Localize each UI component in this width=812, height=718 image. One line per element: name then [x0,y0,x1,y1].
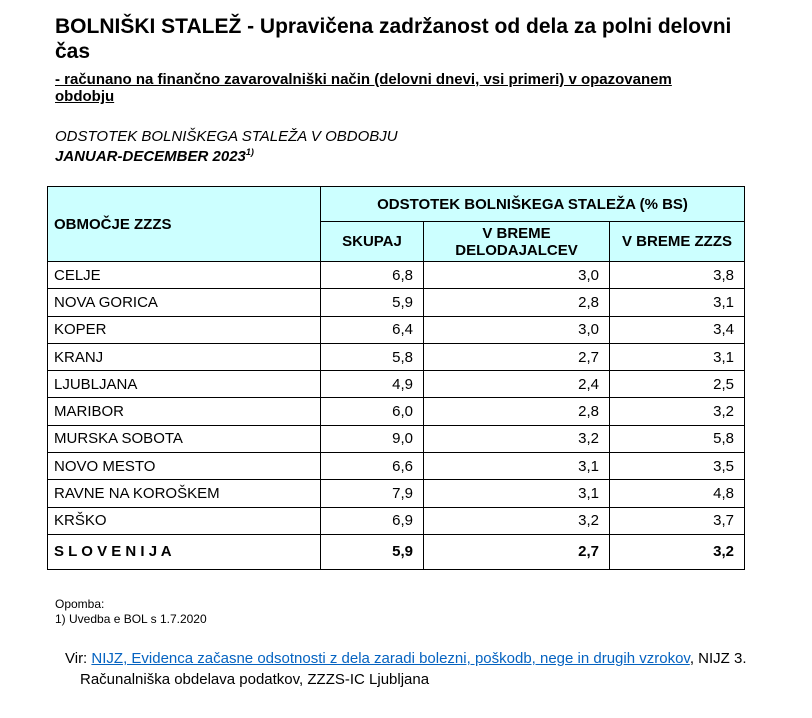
table-row: NOVO MESTO 6,6 3,1 3,5 [47,452,745,481]
caption-period: JANUAR-DECEMBER 20231) [55,147,254,165]
value-cell: 3,8 [609,260,745,290]
region-cell: NOVA GORICA [47,288,321,317]
total-value: 2,7 [423,533,610,570]
value-cell: 3,2 [423,506,610,535]
data-table: OBMOČJE ZZZS ODSTOTEK BOLNIŠKEGA STALEŽA… [47,186,745,570]
table-row: KRANJ 5,8 2,7 3,1 [47,342,745,372]
source-rest: , NIJZ 3. [689,650,747,667]
table-row: RAVNE NA KOROŠKEM 7,9 3,1 4,8 [47,479,745,508]
value-cell: 6,0 [320,397,424,426]
value-cell: 3,1 [423,452,610,481]
group-header: ODSTOTEK BOLNIŠKEGA STALEŽA (% BS) [320,186,745,222]
total-label: S L O V E N I J A [47,533,321,570]
value-cell: 6,9 [320,506,424,535]
value-cell: 3,0 [423,260,610,290]
value-cell: 2,7 [423,342,610,372]
value-cell: 2,5 [609,370,745,399]
table-row: KRŠKO 6,9 3,2 3,7 [47,506,745,535]
value-cell: 3,4 [609,315,745,344]
column-header: SKUPAJ [320,221,424,262]
value-cell: 5,8 [609,424,745,454]
value-cell: 2,8 [423,397,610,426]
region-cell: KOPER [47,315,321,344]
value-cell: 4,9 [320,370,424,399]
column-header: V BREME DELODAJALCEV [423,221,610,262]
total-value: 5,9 [320,533,424,570]
table-row: CELJE 6,8 3,0 3,8 [47,260,745,290]
value-cell: 6,4 [320,315,424,344]
total-row: S L O V E N I J A 5,9 2,7 3,2 [47,533,745,570]
region-cell: MARIBOR [47,397,321,426]
caption-line: ODSTOTEK BOLNIŠKEGA STALEŽA V OBDOBJU [55,128,398,145]
column-header: V BREME ZZZS [609,221,745,262]
value-cell: 3,5 [609,452,745,481]
region-cell: CELJE [47,260,321,290]
region-cell: KRŠKO [47,506,321,535]
region-cell: LJUBLJANA [47,370,321,399]
region-cell: KRANJ [47,342,321,372]
value-cell: 6,8 [320,260,424,290]
value-cell: 2,4 [423,370,610,399]
table-row: LJUBLJANA 4,9 2,4 2,5 [47,370,745,399]
value-cell: 5,8 [320,342,424,372]
table-row: MARIBOR 6,0 2,8 3,2 [47,397,745,426]
table-row: NOVA GORICA 5,9 2,8 3,1 [47,288,745,317]
note-text: 1) Uvedba e BOL s 1.7.2020 [55,612,207,626]
source-line2: Računalniška obdelava podatkov, ZZZS-IC … [80,671,430,688]
value-cell: 4,8 [609,479,745,508]
value-cell: 3,1 [423,479,610,508]
table-row: MURSKA SOBOTA 9,0 3,2 5,8 [47,424,745,454]
source-label: Vir: [65,650,88,667]
value-cell: 9,0 [320,424,424,454]
value-cell: 5,9 [320,288,424,317]
source: Vir: NIJZ, Evidenca začasne odsotnosti z… [65,650,747,667]
value-cell: 3,1 [609,342,745,372]
value-cell: 7,9 [320,479,424,508]
value-cell: 3,2 [423,424,610,454]
value-cell: 3,1 [609,288,745,317]
source-link[interactable]: NIJZ, Evidenca začasne odsotnosti z dela… [91,650,690,667]
value-cell: 2,8 [423,288,610,317]
table-row: KOPER 6,4 3,0 3,4 [47,315,745,344]
region-cell: RAVNE NA KOROŠKEM [47,479,321,508]
region-header: OBMOČJE ZZZS [47,186,321,262]
value-cell: 3,0 [423,315,610,344]
caption-period-text: JANUAR-DECEMBER 2023 [55,148,246,165]
value-cell: 3,7 [609,506,745,535]
region-cell: MURSKA SOBOTA [47,424,321,454]
footnote-ref: 1) [245,147,254,157]
subtitle: - računano na finančno zavarovalniški na… [55,71,672,105]
region-cell: NOVO MESTO [47,452,321,481]
value-cell: 3,2 [609,397,745,426]
total-value: 3,2 [609,533,745,570]
value-cell: 6,6 [320,452,424,481]
note-label: Opomba: [55,597,105,611]
title: BOLNIŠKI STALEŽ - Upravičena zadržanost … [55,15,732,63]
